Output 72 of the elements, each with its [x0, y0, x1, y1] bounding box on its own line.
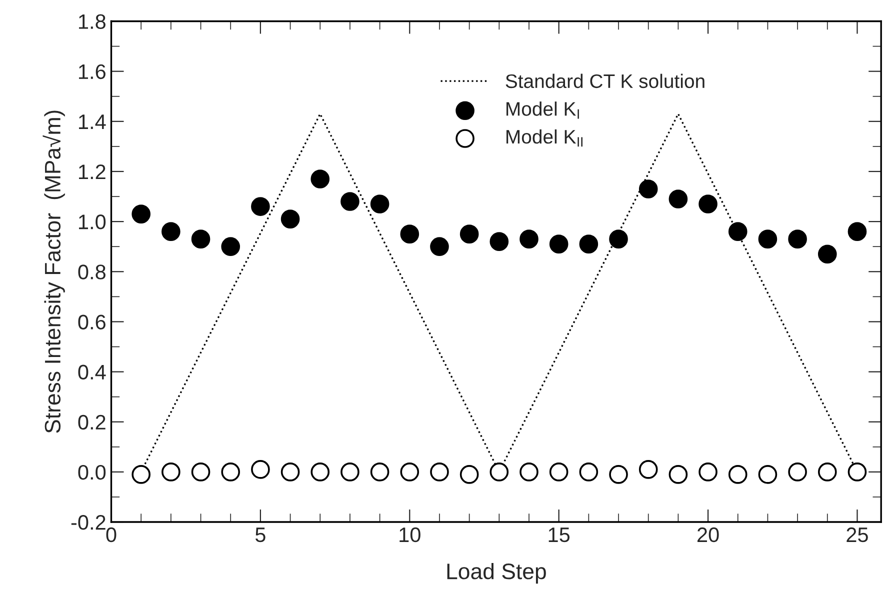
- x-axis-title: Load Step: [447, 562, 546, 584]
- y-tick-label: 0.0: [78, 464, 106, 480]
- point: [310, 170, 330, 188]
- x-tick-label: 15: [548, 528, 570, 542]
- point: [609, 465, 628, 484]
- y-tick-label: 0.4: [78, 364, 106, 380]
- legend-label: Model K$_{I}$: [506, 102, 579, 119]
- point: [549, 462, 568, 482]
- point: [370, 462, 390, 482]
- y-tick-label: -0.2: [71, 515, 106, 530]
- point: [340, 192, 360, 211]
- y-axis-title: Stress Intensity Factor (MPa√m): [42, 110, 65, 433]
- point: [280, 210, 300, 228]
- point: [132, 465, 150, 484]
- point: [400, 224, 420, 244]
- point: [400, 462, 420, 482]
- point: [818, 462, 837, 482]
- point: [818, 244, 837, 264]
- point: [848, 222, 867, 241]
- point: [728, 222, 748, 241]
- legend-label: Standard CT K solution: [506, 74, 704, 88]
- x-tick-label: 0: [106, 527, 116, 542]
- y-tick-label: 0.6: [78, 314, 106, 330]
- point: [221, 237, 240, 256]
- point: [698, 462, 718, 482]
- y-tick-label: 1.8: [79, 14, 106, 29]
- point: [251, 197, 270, 216]
- point: [788, 462, 807, 482]
- point: [668, 190, 688, 208]
- point: [758, 230, 778, 248]
- point: [490, 462, 509, 482]
- point: [609, 230, 628, 248]
- point: [430, 237, 449, 256]
- y-tick-label: 1.0: [79, 214, 106, 230]
- point: [132, 204, 150, 224]
- point: [549, 234, 568, 254]
- point: [490, 232, 509, 251]
- point: [638, 460, 658, 479]
- point: [698, 194, 718, 214]
- point: [460, 224, 479, 244]
- point: [162, 462, 180, 482]
- y-tick-label: 1.6: [79, 64, 106, 80]
- point: [579, 234, 598, 254]
- point: [251, 460, 270, 479]
- y-tick-label: 1.4: [79, 114, 106, 129]
- point: [520, 462, 538, 482]
- point: [728, 465, 748, 484]
- x-tick-label: 20: [697, 527, 719, 542]
- point: [638, 180, 658, 198]
- y-tick-label: 0.8: [78, 264, 106, 280]
- point: [430, 462, 449, 482]
- x-tick-label: 10: [400, 527, 420, 542]
- point: [460, 465, 479, 484]
- point: [221, 462, 240, 482]
- point: [191, 230, 210, 248]
- point: [520, 230, 538, 248]
- point: [668, 465, 688, 484]
- point: [758, 465, 778, 484]
- legend-label: Model K$_{II}$: [506, 129, 582, 147]
- point: [370, 194, 390, 214]
- point: [191, 462, 210, 482]
- point: [340, 462, 360, 482]
- x-tick-label: 25: [846, 527, 868, 542]
- y-tick-label: 1.2: [79, 164, 106, 180]
- point: [162, 222, 180, 241]
- x-tick-label: 5: [255, 528, 266, 542]
- y-tick-label: 0.2: [78, 414, 106, 430]
- point: [280, 462, 300, 482]
- point: [579, 462, 598, 482]
- point: [848, 462, 867, 482]
- point: [310, 462, 330, 482]
- point: [788, 230, 807, 248]
